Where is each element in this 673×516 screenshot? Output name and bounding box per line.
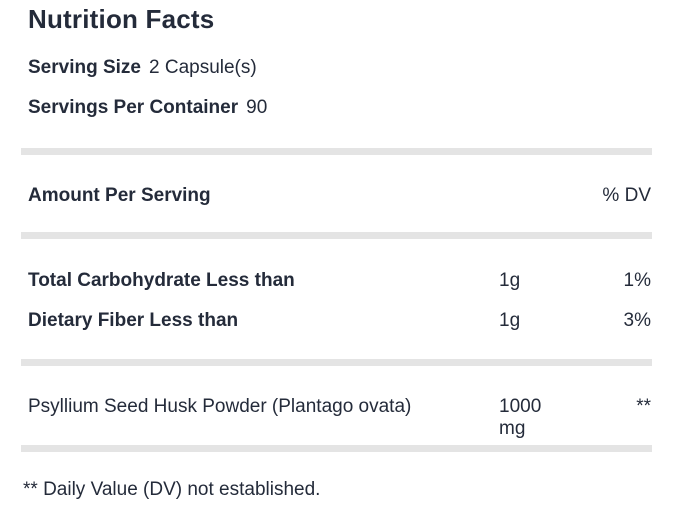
servings-per-container-row: Servings Per Container 90 <box>28 97 267 119</box>
percent-dv-header: % DV <box>602 185 651 206</box>
ingredient-amount: 1000 mg <box>499 396 542 439</box>
ingredient-dv: ** <box>636 396 651 417</box>
servings-per-container-label: Servings Per Container <box>28 97 239 118</box>
nutrition-facts-title: Nutrition Facts <box>28 4 215 34</box>
amount-per-serving-header: Amount Per Serving <box>28 185 211 206</box>
section-divider-top <box>21 148 652 155</box>
footnote: ** Daily Value (DV) not established. <box>23 479 321 500</box>
serving-size-row: Serving Size 2 Capsule(s) <box>28 57 257 79</box>
serving-size-value: 2 Capsule(s) <box>149 57 257 78</box>
nutrient-name: Total Carbohydrate Less than <box>28 270 295 291</box>
column-header-row: Amount Per Serving % DV <box>28 185 651 207</box>
ingredient-name: Psyllium Seed Husk Powder (Plantago ovat… <box>28 396 412 417</box>
nutrient-name: Dietary Fiber Less than <box>28 310 239 331</box>
nutrient-dv: 3% <box>623 310 651 331</box>
nutrient-row: Total Carbohydrate Less than 1g 1% <box>28 270 651 292</box>
servings-per-container-value: 90 <box>246 97 268 118</box>
nutrient-row: Dietary Fiber Less than 1g 3% <box>28 310 651 332</box>
serving-size-label: Serving Size <box>28 57 141 78</box>
section-divider-bottom <box>21 445 652 452</box>
nutrient-amount: 1g <box>499 310 521 331</box>
ingredient-row: Psyllium Seed Husk Powder (Plantago ovat… <box>28 396 651 440</box>
section-divider-header <box>21 232 652 239</box>
section-divider-ingredient <box>21 359 652 366</box>
nutrient-amount: 1g <box>499 270 521 291</box>
nutrient-dv: 1% <box>623 270 651 291</box>
